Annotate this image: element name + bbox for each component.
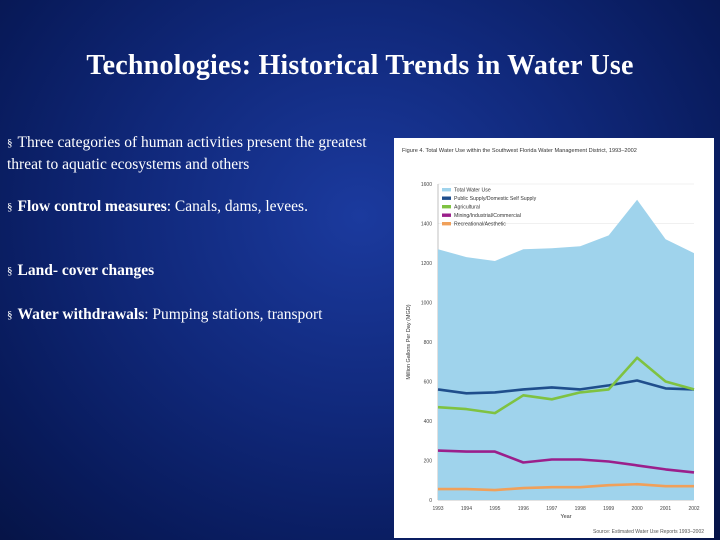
x-tick-label: 1994 <box>461 506 472 512</box>
bullet-bold-term: Water withdrawals <box>17 306 145 323</box>
x-tick-label: 1999 <box>603 506 614 512</box>
agricultural-line <box>437 356 695 415</box>
bullet-marker: § <box>7 309 13 321</box>
legend-label: Total Water Use <box>454 188 491 194</box>
slide-title: Technologies: Historical Trends in Water… <box>86 50 634 81</box>
legend-label: Mining/Industrial/Commercial <box>454 213 521 219</box>
x-tick-label: 1993 <box>432 506 443 512</box>
total-water-use-area <box>438 199 694 501</box>
legend-swatch <box>442 213 451 217</box>
recreational-aesthetic-line <box>438 482 694 492</box>
legend-swatch <box>442 205 451 209</box>
legend-swatch <box>442 188 451 192</box>
y-axis-label: Million Gallons Per Day (MGD) <box>406 304 412 379</box>
bullet-text: : Pumping stations, transport <box>144 306 323 323</box>
x-axis-label: Year <box>560 514 571 520</box>
public-supply-domestic-self-supply-line <box>437 379 695 395</box>
x-tick-label: 2000 <box>632 506 643 512</box>
bullet-bold-term: Flow control measures <box>17 198 167 215</box>
x-tick-label: 2001 <box>660 506 671 512</box>
bullet-text: : Canals, dams, levees. <box>166 198 308 215</box>
y-tick-label: 1600 <box>421 182 432 188</box>
y-tick-label: 0 <box>429 498 432 504</box>
y-tick-label: 1400 <box>421 222 432 228</box>
legend-label: Recreational/Aesthetic <box>454 222 506 228</box>
x-tick-label: 1998 <box>575 506 586 512</box>
bullet-item: § Water withdrawals: Pumping stations, tr… <box>7 304 387 326</box>
bullet-marker: § <box>7 137 13 149</box>
bullet-marker: § <box>7 201 13 213</box>
chart-panel: Figure 4. Total Water Use within the Sou… <box>394 138 714 538</box>
water-use-chart: Figure 4. Total Water Use within the Sou… <box>402 148 704 535</box>
legend-swatch <box>442 222 451 226</box>
bullet-item: § Flow control measures: Canals, dams, le… <box>7 196 387 218</box>
y-tick-label: 800 <box>424 340 433 346</box>
y-tick-label: 200 <box>424 459 433 465</box>
y-tick-label: 1000 <box>421 301 432 307</box>
legend-swatch <box>442 196 451 200</box>
legend-label: Public Supply/Domestic Self Supply <box>454 196 537 202</box>
chart-source-note: Source: Estimated Water Use Reports 1993… <box>593 529 704 535</box>
bullet-item: § Three categories of human activities pr… <box>7 132 387 175</box>
chart-title: Figure 4. Total Water Use within the Sou… <box>402 148 637 154</box>
y-tick-label: 400 <box>424 419 433 425</box>
y-tick-label: 1200 <box>421 261 432 267</box>
bullet-item: § Land- cover changes <box>7 260 387 282</box>
bullet-bold-term: Land- cover changes <box>17 262 155 279</box>
x-tick-label: 1995 <box>489 506 500 512</box>
bullet-marker: § <box>7 265 13 277</box>
legend-label: Agricultural <box>454 205 480 211</box>
x-tick-label: 1996 <box>518 506 529 512</box>
mining-industrial-commercial-line <box>437 449 695 474</box>
x-tick-label: 1997 <box>546 506 557 512</box>
y-tick-label: 600 <box>424 380 433 386</box>
x-tick-label: 2002 <box>688 506 699 512</box>
bullet-text: Three categories of human activities pre… <box>7 134 367 173</box>
